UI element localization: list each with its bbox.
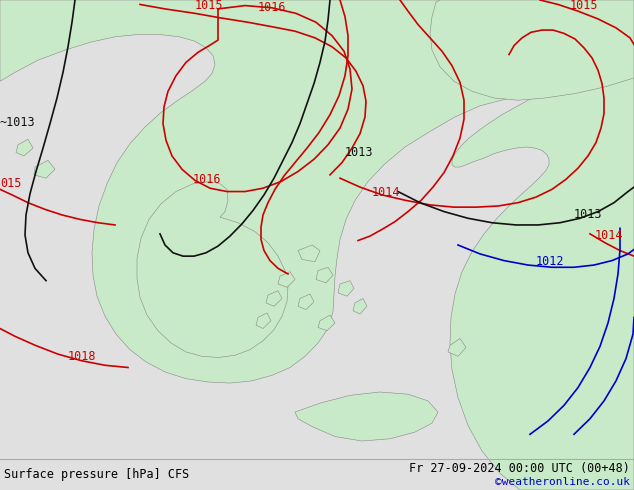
Text: ©weatheronline.co.uk: ©weatheronline.co.uk <box>495 477 630 487</box>
Text: 1015: 1015 <box>195 0 224 12</box>
Polygon shape <box>316 267 333 283</box>
Polygon shape <box>353 298 367 314</box>
Text: Surface pressure [hPa] CFS: Surface pressure [hPa] CFS <box>4 468 190 481</box>
Text: 1013: 1013 <box>345 146 373 159</box>
Polygon shape <box>448 339 466 356</box>
Polygon shape <box>278 272 295 287</box>
Text: 1014: 1014 <box>372 186 401 199</box>
Text: 1018: 1018 <box>68 350 96 363</box>
Text: 015: 015 <box>0 177 22 190</box>
Text: 1016: 1016 <box>258 1 287 14</box>
Polygon shape <box>298 245 320 262</box>
Text: 1015: 1015 <box>570 0 598 12</box>
Polygon shape <box>34 160 55 178</box>
Text: ~1013: ~1013 <box>0 116 36 129</box>
Polygon shape <box>298 294 314 310</box>
Polygon shape <box>338 281 354 296</box>
Polygon shape <box>430 0 634 100</box>
Polygon shape <box>137 181 288 358</box>
Polygon shape <box>450 0 634 490</box>
Polygon shape <box>16 139 33 156</box>
Text: 1016: 1016 <box>193 172 221 186</box>
Polygon shape <box>256 313 271 328</box>
Polygon shape <box>266 291 282 306</box>
Text: Fr 27-09-2024 00:00 UTC (00+48): Fr 27-09-2024 00:00 UTC (00+48) <box>409 463 630 475</box>
Text: 1014: 1014 <box>595 229 623 243</box>
Text: 1013: 1013 <box>574 208 602 221</box>
Polygon shape <box>0 0 634 383</box>
Text: 1012: 1012 <box>536 255 564 268</box>
Polygon shape <box>318 315 335 331</box>
Polygon shape <box>295 392 438 441</box>
